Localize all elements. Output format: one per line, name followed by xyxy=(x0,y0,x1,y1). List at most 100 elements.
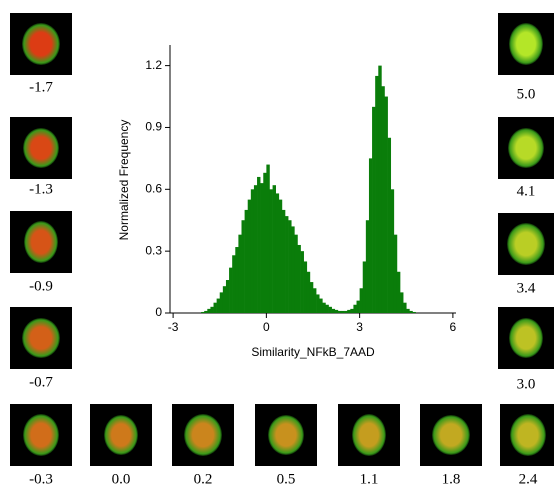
cell xyxy=(24,221,58,263)
bar xyxy=(250,189,255,313)
cell xyxy=(508,128,544,168)
bar xyxy=(235,247,239,313)
bar xyxy=(396,271,401,313)
bar xyxy=(253,185,258,313)
bar xyxy=(337,310,342,313)
bar xyxy=(225,280,230,313)
bar xyxy=(384,96,388,314)
bar xyxy=(403,302,407,313)
bar xyxy=(269,189,273,313)
bar xyxy=(316,294,320,313)
cell-label: -1.7 xyxy=(29,79,53,95)
bar xyxy=(260,183,264,313)
cell-label: 3.0 xyxy=(517,376,536,392)
bar xyxy=(281,209,286,313)
cell-label: 0.5 xyxy=(277,471,296,487)
bar xyxy=(219,292,224,313)
cell xyxy=(352,414,386,456)
bar xyxy=(216,298,221,313)
bar xyxy=(328,306,332,313)
bar xyxy=(201,311,205,313)
x-tick-label: 6 xyxy=(450,320,457,334)
y-tick-label: 1.2 xyxy=(145,58,162,72)
x-tick-label: 3 xyxy=(356,320,363,334)
cell-label: 1.1 xyxy=(360,471,379,487)
bar xyxy=(375,75,379,313)
bar xyxy=(362,261,367,313)
bar xyxy=(350,308,354,313)
bar xyxy=(303,261,308,313)
y-axis-label: Normalized Frequency xyxy=(117,120,131,241)
bar xyxy=(313,288,317,313)
bar xyxy=(309,282,314,313)
bar xyxy=(222,286,227,313)
cell-label: 5.0 xyxy=(517,86,536,102)
bar xyxy=(381,86,385,313)
cell-label: -1.3 xyxy=(29,181,53,197)
bar xyxy=(263,172,267,313)
bar xyxy=(378,65,382,313)
cell xyxy=(23,414,59,456)
bar xyxy=(353,304,357,313)
bar xyxy=(257,176,261,313)
bar xyxy=(291,226,295,313)
bar xyxy=(278,199,283,313)
bar xyxy=(207,308,211,313)
bar xyxy=(372,106,376,313)
cell-label: 3.4 xyxy=(517,280,536,296)
bar xyxy=(390,189,395,313)
y-tick-label: 0.9 xyxy=(145,120,162,134)
bar xyxy=(300,251,304,313)
bar xyxy=(297,244,301,313)
bar xyxy=(387,137,392,313)
cell xyxy=(268,415,304,455)
bar xyxy=(322,302,326,313)
bar xyxy=(247,199,252,313)
cell-label: -0.9 xyxy=(29,278,53,294)
bar xyxy=(359,288,364,313)
cell-label: 0.0 xyxy=(112,471,131,487)
cell xyxy=(22,23,60,65)
x-axis-label: Similarity_NFkB_7AAD xyxy=(251,345,375,359)
bar xyxy=(294,234,298,313)
bar xyxy=(400,292,404,313)
bar xyxy=(334,309,339,313)
cell xyxy=(507,223,545,265)
x-tick-label: -3 xyxy=(168,320,179,334)
cell xyxy=(184,414,222,456)
bar xyxy=(409,310,413,313)
y-tick-label: 0.6 xyxy=(145,181,162,195)
bar xyxy=(406,308,410,313)
cell xyxy=(509,318,543,358)
bar xyxy=(306,271,311,313)
bar xyxy=(241,220,245,313)
bar xyxy=(319,298,323,313)
bar xyxy=(365,220,370,313)
y-tick-label: 0.3 xyxy=(145,243,162,257)
cell xyxy=(22,318,60,358)
y-tick-label: 0 xyxy=(155,305,162,319)
bar xyxy=(238,234,242,313)
cell-label: -0.7 xyxy=(29,374,53,390)
bar xyxy=(204,310,208,313)
bar xyxy=(244,209,249,313)
cell xyxy=(104,415,138,455)
cell-label: 0.2 xyxy=(194,471,213,487)
cell xyxy=(432,415,470,455)
bar xyxy=(232,255,236,313)
cell-label: -0.3 xyxy=(29,471,53,487)
bar xyxy=(272,185,276,313)
bar xyxy=(356,300,360,313)
bar xyxy=(266,164,270,313)
bar xyxy=(288,220,292,313)
cell-label: 2.4 xyxy=(519,471,538,487)
bar xyxy=(285,216,289,313)
cell xyxy=(23,128,59,168)
x-tick-label: 0 xyxy=(263,320,270,334)
bar xyxy=(412,311,416,313)
bar xyxy=(340,310,345,313)
bar xyxy=(213,302,217,313)
cell xyxy=(510,414,546,456)
bar xyxy=(229,267,233,313)
